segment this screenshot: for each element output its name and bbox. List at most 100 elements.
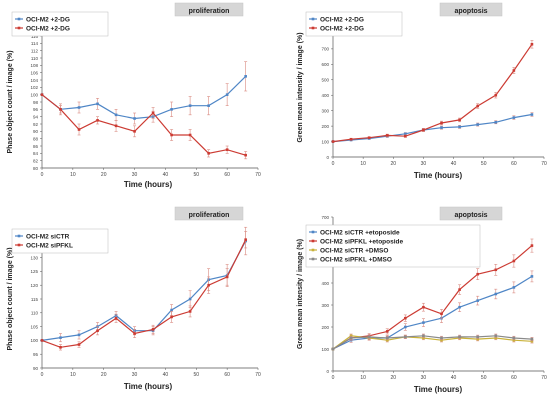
data-point <box>133 332 136 335</box>
data-point <box>170 315 173 319</box>
y-tick-label: 108 <box>30 63 38 68</box>
series-line <box>332 245 533 350</box>
x-tick-label: 70 <box>541 161 547 167</box>
legend-swatch-marker <box>311 230 315 234</box>
data-point <box>404 335 407 339</box>
legend: OCI-M2 siCTR +etoposide OCI-M2 siPFKL +et… <box>305 224 481 268</box>
data-point <box>476 123 479 126</box>
x-tick-label: 50 <box>194 172 200 178</box>
y-tick-label: 100 <box>30 92 38 97</box>
y-tick-label: 104 <box>30 78 38 83</box>
x-tick-label: 30 <box>132 372 138 378</box>
x-tick-label: 40 <box>163 372 169 378</box>
y-axis-label: Green mean intensity / image (%) <box>297 239 304 349</box>
chart-title: proliferation <box>189 8 230 15</box>
data-point <box>512 116 516 119</box>
chart-title: proliferation <box>189 212 230 219</box>
y-tick-label: 102 <box>30 85 38 90</box>
series-2 <box>331 238 534 351</box>
data-point <box>494 292 498 296</box>
x-tick-label: 30 <box>421 161 427 167</box>
y-tick-label: 94 <box>33 114 39 119</box>
data-point <box>349 137 353 141</box>
y-tick-label: 700 <box>321 47 329 52</box>
y-tick-label: 90 <box>33 129 39 134</box>
data-point <box>170 133 173 137</box>
x-tick-label: 50 <box>481 375 487 381</box>
data-point <box>422 336 425 340</box>
x-tick-label: 50 <box>194 372 200 378</box>
data-point <box>494 336 498 340</box>
data-point <box>385 134 389 137</box>
y-tick-label: 130 <box>30 255 38 260</box>
legend-label: OCI-M2 siPFKL <box>26 242 73 249</box>
series-2 <box>40 93 248 160</box>
data-point <box>349 336 353 340</box>
data-point <box>188 297 192 301</box>
data-point <box>77 343 81 346</box>
data-point <box>225 93 229 96</box>
y-tick-label: 600 <box>321 62 329 67</box>
y-tick-label: 90 <box>33 366 39 371</box>
data-point <box>225 148 229 151</box>
y-tick-label: 114 <box>31 41 39 46</box>
series-line <box>41 239 247 348</box>
data-point <box>440 126 443 129</box>
legend: OCI-M2 siCTR OCI-M2 siPFKL <box>11 228 109 254</box>
legend-label: OCI-M2 siPFKL +DMSO <box>320 256 392 263</box>
series-4 <box>331 333 534 351</box>
data-point <box>59 336 62 339</box>
data-point <box>77 128 81 131</box>
series-line <box>332 43 533 143</box>
data-point <box>404 325 407 329</box>
y-tick-label: 116 <box>31 34 39 39</box>
y-tick-label: 95 <box>33 352 39 357</box>
y-tick-label: 400 <box>321 281 329 286</box>
data-point <box>458 288 461 291</box>
y-tick-label: 200 <box>321 124 329 129</box>
x-tick-label: 40 <box>451 375 457 381</box>
data-point <box>170 108 173 111</box>
data-point <box>244 153 247 157</box>
x-tick-label: 70 <box>255 372 261 378</box>
data-point <box>404 316 407 320</box>
chart-panel-3: proliferation909510010511011512012513013… <box>7 206 261 391</box>
data-point <box>207 283 210 287</box>
data-point <box>440 121 443 125</box>
legend-box <box>11 228 109 254</box>
legend-label: OCI-M2 +2-DG <box>320 16 364 23</box>
legend-swatch-marker <box>311 257 315 261</box>
legend-label: OCI-M2 siCTR +DMSO <box>320 247 388 254</box>
data-point <box>40 339 44 342</box>
data-point <box>476 337 479 341</box>
legend-swatch-marker <box>311 17 315 21</box>
x-tick-label: 50 <box>481 161 487 167</box>
x-tick-label: 0 <box>41 172 44 178</box>
data-point <box>440 312 443 316</box>
x-axis-label: Time (hours) <box>124 382 173 391</box>
legend-label: OCI-M2 siCTR +etoposide <box>320 229 400 236</box>
y-tick-label: 0 <box>326 369 329 374</box>
data-point <box>404 134 407 138</box>
legend-swatch-marker <box>17 243 21 247</box>
x-tick-label: 20 <box>101 372 107 378</box>
legend: OCI-M2 +2-DG OCI-M2 +2-DG <box>305 11 403 37</box>
series-line <box>332 113 533 143</box>
data-point <box>530 340 534 343</box>
data-point <box>494 334 498 338</box>
x-tick-label: 20 <box>101 172 107 178</box>
data-point <box>349 334 353 338</box>
data-point <box>331 140 335 143</box>
x-tick-label: 40 <box>163 172 169 178</box>
data-point <box>422 305 425 309</box>
chart-title-box <box>174 2 244 17</box>
x-tick-label: 60 <box>224 172 230 178</box>
data-point <box>114 113 118 117</box>
y-tick-label: 106 <box>30 70 38 75</box>
x-tick-label: 20 <box>391 161 397 167</box>
data-point <box>458 118 461 122</box>
y-tick-label: 200 <box>321 325 329 330</box>
x-tick-label: 10 <box>70 172 76 178</box>
series-2 <box>40 231 248 351</box>
